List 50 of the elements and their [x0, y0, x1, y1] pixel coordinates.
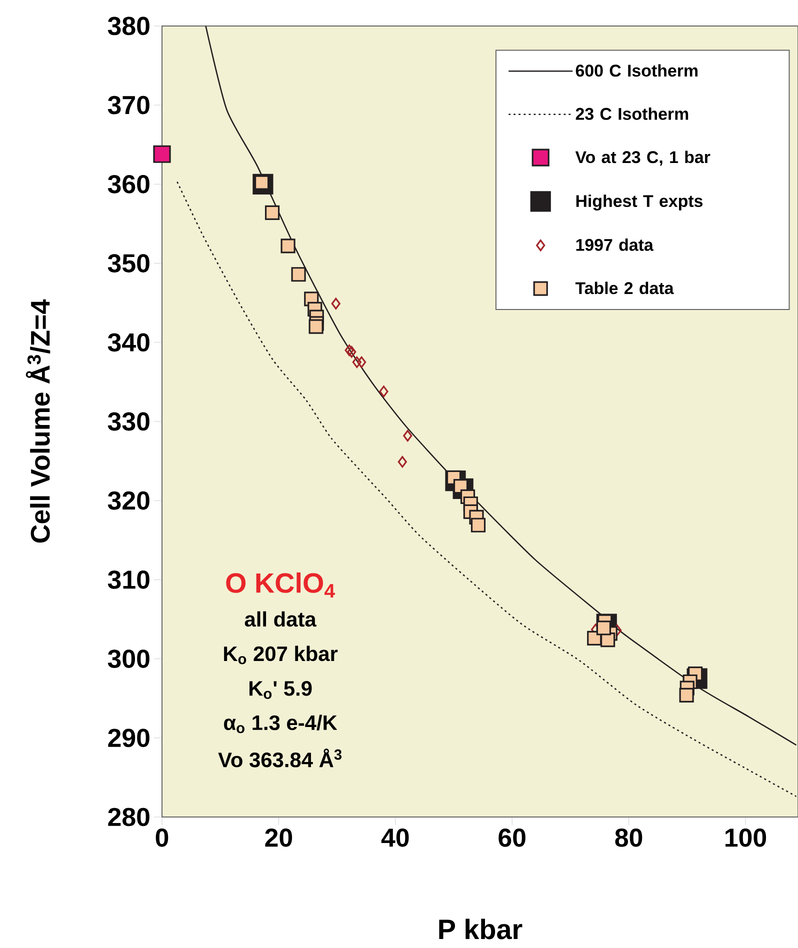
x-tick-label: 0 [156, 828, 168, 847]
x-tick-label: 20 [265, 828, 292, 847]
point [352, 356, 362, 368]
point [398, 456, 407, 468]
point [331, 298, 340, 310]
y-tick-label: 320 [108, 491, 150, 510]
line-series [205, 26, 797, 746]
point [347, 346, 356, 358]
x-tick-label: 40 [381, 828, 409, 847]
x-tick-label: 80 [615, 828, 642, 847]
point [254, 175, 270, 190]
point [280, 238, 296, 254]
y-tick-label: 350 [108, 254, 150, 272]
point [679, 688, 694, 702]
point [379, 386, 388, 398]
y-tick-label: 370 [108, 96, 150, 114]
annotation: all data [244, 611, 316, 627]
legend-label: 1997 data [576, 238, 654, 251]
line-series [176, 181, 797, 798]
y-axis-title: Cell Volume Å$^{3}$/Z=4 [26, 299, 50, 543]
legend-label: Highest T expts [576, 194, 703, 210]
legend-label: 600 C Isotherm [576, 64, 698, 77]
x-axis-title: P kbar [439, 918, 522, 940]
y-tick-label: 360 [108, 174, 150, 194]
x-tick-label: 60 [498, 828, 526, 847]
annotation: K$_{o}$ 207 kbar [224, 646, 338, 664]
annotation: Vo 363.84 Å$^{3}$ [218, 748, 342, 768]
legend-label: Vo at 23 C, 1 bar [575, 150, 710, 166]
x-tick-label: 100 [726, 828, 766, 847]
point [403, 430, 412, 442]
point [357, 356, 366, 368]
point [264, 205, 280, 220]
y-tick-label: 330 [108, 412, 150, 431]
legend-label: 23 C Isotherm [576, 107, 688, 120]
y-tick-label: 340 [108, 333, 150, 352]
y-tick-label: 380 [108, 16, 150, 36]
point [291, 267, 306, 282]
y-tick-label: 310 [108, 570, 150, 589]
point [596, 620, 612, 636]
annotation: K$_{o}$' 5.9 [249, 681, 312, 699]
point [308, 319, 324, 334]
point [470, 518, 486, 532]
annotation: α$_{o}$ 1.3 e-4/K [224, 714, 338, 734]
y-tick-label: 280 [108, 808, 150, 826]
annotation: O KClO$_{4}$ [226, 572, 335, 598]
y-tick-label: 300 [108, 650, 150, 668]
y-tick-label: 290 [108, 728, 150, 748]
point [344, 344, 354, 356]
point [153, 145, 171, 163]
legend-label: Table 2 data [575, 282, 674, 294]
